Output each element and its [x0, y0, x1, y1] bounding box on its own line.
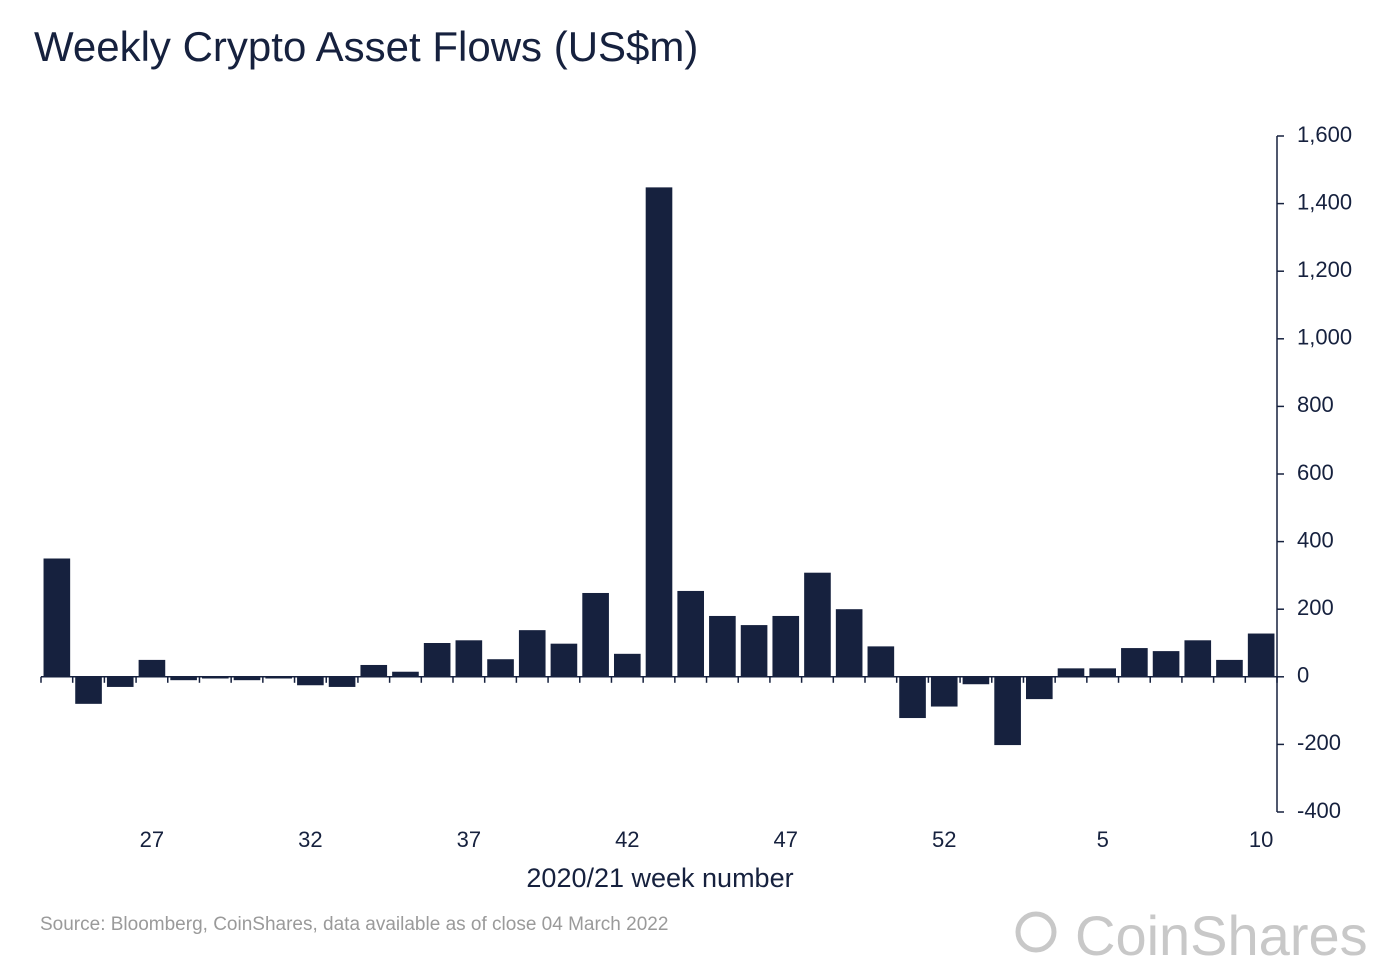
- bar: [677, 590, 705, 677]
- logo-text: CoinShares: [1075, 904, 1368, 967]
- bar: [930, 676, 958, 707]
- bar: [138, 659, 166, 677]
- bar: [360, 664, 388, 677]
- source-note: Source: Bloomberg, CoinShares, data avai…: [40, 914, 668, 935]
- bar: [423, 643, 451, 677]
- bar: [645, 187, 673, 677]
- x-tick-label: 10: [1249, 827, 1273, 852]
- bar: [804, 572, 831, 677]
- y-tick-label: 1,600: [1297, 122, 1352, 147]
- y-tick-label: 800: [1297, 392, 1334, 417]
- x-tick-label: 5: [1097, 827, 1109, 852]
- x-tick-label: 32: [298, 827, 322, 852]
- chart-title: Weekly Crypto Asset Flows (US$m): [34, 23, 698, 70]
- x-axis-label: 2020/21 week number: [526, 863, 793, 893]
- bar: [518, 630, 546, 677]
- y-tick-label: 1,400: [1297, 189, 1352, 214]
- bar: [709, 615, 736, 677]
- bar: [43, 558, 71, 677]
- y-tick-label: 1,000: [1297, 325, 1352, 350]
- bar: [772, 615, 800, 677]
- bar: [613, 653, 641, 677]
- bar: [740, 625, 768, 677]
- bar: [994, 676, 1021, 746]
- bar: [835, 609, 863, 677]
- y-tick-label: 600: [1297, 460, 1334, 485]
- x-tick-label: 52: [932, 827, 956, 852]
- bar: [1089, 668, 1117, 677]
- bar: [1057, 668, 1085, 677]
- bar: [297, 676, 324, 686]
- bar: [899, 676, 926, 719]
- bar: [233, 676, 261, 681]
- bar: [75, 676, 102, 704]
- x-tick-label: 27: [140, 827, 164, 852]
- bar: [392, 671, 419, 677]
- y-tick-label: -400: [1297, 798, 1341, 823]
- bar: [201, 676, 229, 679]
- bar: [1216, 659, 1243, 677]
- bar: [455, 640, 483, 677]
- bar: [582, 592, 609, 677]
- y-tick-label: 0: [1297, 663, 1309, 688]
- bar: [1025, 676, 1053, 700]
- y-tick-label: 200: [1297, 595, 1334, 620]
- bar: [1121, 648, 1148, 677]
- bar: [1184, 640, 1212, 677]
- logo-icon: [1015, 911, 1057, 953]
- y-tick-label: -200: [1297, 730, 1341, 755]
- bar: [550, 643, 578, 677]
- y-tick-label: 1,200: [1297, 257, 1352, 282]
- bar: [106, 676, 134, 687]
- x-tick-label: 42: [615, 827, 639, 852]
- bar: [867, 646, 895, 677]
- logo: CoinShares: [1015, 904, 1368, 967]
- bar: [487, 659, 514, 677]
- bar: [265, 676, 293, 679]
- bar: [170, 676, 197, 681]
- bar: [328, 676, 356, 687]
- bar: [962, 676, 990, 685]
- x-tick-label: 47: [774, 827, 798, 852]
- bar: [1152, 651, 1180, 677]
- bar: [1247, 633, 1275, 677]
- y-tick-label: 400: [1297, 527, 1334, 552]
- x-tick-label: 37: [457, 827, 481, 852]
